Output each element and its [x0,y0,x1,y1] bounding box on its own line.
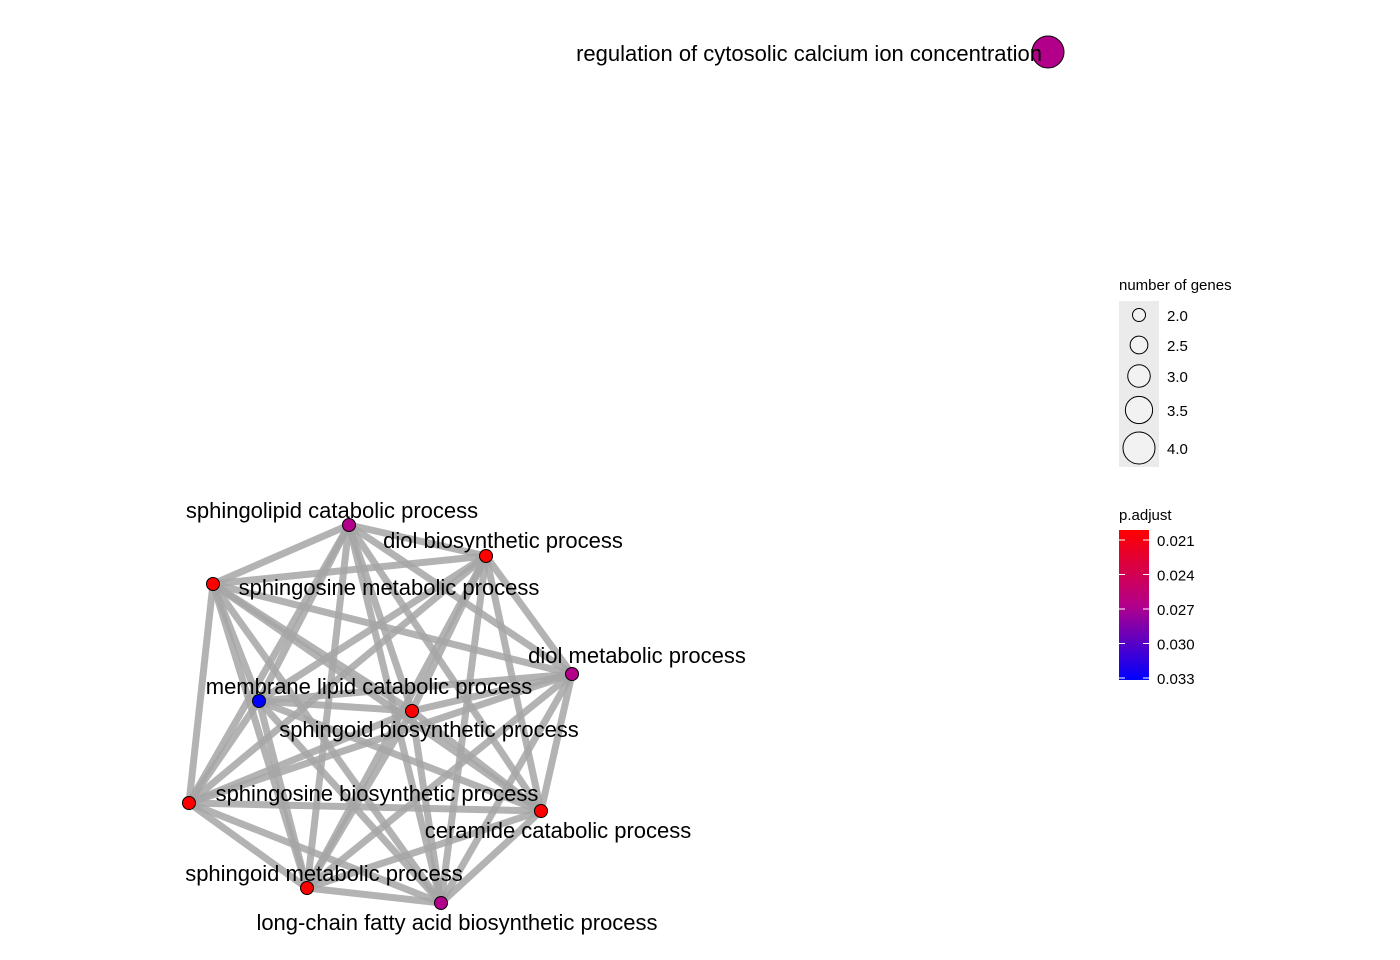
size-legend-title: number of genes [1119,277,1232,294]
node-dmp [565,667,579,681]
node-rcci [1031,35,1065,69]
size-legend-label-2: 3.0 [1167,369,1188,386]
edge-smp-dmp [212,580,573,678]
edge-sbp-sbsp [187,707,414,807]
node-label-ccp: ceramide catabolic process [425,818,692,843]
edge-dmp-mlcp [258,670,573,705]
edge-mlcp-sgmp [255,700,311,889]
edge-slcp-dbp [348,521,487,560]
node-sbsp [182,796,196,810]
edge-dbp-dmp [483,553,575,677]
edge-sbsp-sgmp [186,800,310,891]
edge-dmp-sbsp [187,670,574,807]
node-sbp [405,704,419,718]
size-legend-key-0 [1132,308,1146,322]
color-legend-bar [1119,530,1149,680]
size-legend: number of genes 2.0 2.5 3.0 3.5 4.0 [1119,277,1232,467]
color-legend: p.adjust 0.021 0.024 0.027 0.030 0.033 [1119,507,1195,688]
edge-dbp-smp [212,552,487,588]
edge-mlcp-ccp [257,697,543,815]
edge-dmp-ccp [537,673,576,812]
node-lcfa [434,896,448,910]
node-label-sbsp: sphingosine biosynthetic process [216,781,539,806]
size-legend-key-4 [1122,431,1156,465]
edge-smp-ccp [211,581,543,814]
node-label-rcci: regulation of cytosolic calcium ion conc… [576,41,1042,66]
color-legend-label-2: 0.027 [1157,602,1195,619]
node-sgmp [300,881,314,895]
node-smp [206,577,220,591]
node-slcp [342,518,356,532]
node-ccp [534,804,548,818]
node-label-sbp: sphingoid biosynthetic process [279,717,579,742]
node-label-smp: sphingosine metabolic process [239,575,540,600]
edge-mlcp-sbsp [186,699,262,805]
size-legend-key-2 [1127,364,1151,388]
edge-slcp-smp [211,521,351,588]
color-legend-label-4: 0.033 [1157,671,1195,688]
size-legend-key-1 [1129,335,1149,355]
color-legend-title: p.adjust [1119,507,1172,524]
edge-mlcp-sbp [258,697,413,715]
edge-dbp-lcfa [437,555,490,904]
edge-dbp-mlcp [257,553,488,704]
color-legend-label-3: 0.030 [1157,637,1195,654]
size-legend-key-3 [1124,395,1154,425]
size-legend-label-3: 3.5 [1167,403,1188,420]
node-label-mlcp: membrane lipid catabolic process [206,674,533,699]
edge-ccp-lcfa [438,808,544,906]
node-dbp [479,549,493,563]
node-label-sgmp: sphingoid metabolic process [185,861,463,886]
network-edges [185,521,576,907]
edge-slcp-ccp [346,523,544,813]
node-label-slcp: sphingolipid catabolic process [186,498,478,523]
edge-sbp-ccp [409,708,544,814]
edge-dbp-sbsp [186,553,489,806]
edge-dmp-sgmp [304,671,575,891]
edge-sgmp-lcfa [306,884,442,907]
node-mlcp [252,694,266,708]
node-label-dbp: diol biosynthetic process [383,528,623,553]
edge-sbsp-ccp [188,799,542,815]
network-nodes [182,35,1065,910]
edge-ccp-sgmp [305,807,543,892]
edge-smp-sbsp [185,583,217,804]
color-legend-label-0: 0.021 [1157,533,1195,550]
color-legend-label-1: 0.024 [1157,568,1195,585]
network-labels: regulation of cytosolic calcium ion conc… [185,41,1042,935]
node-label-lcfa: long-chain fatty acid biosynthetic proce… [256,910,657,935]
size-legend-label-0: 2.0 [1167,308,1188,325]
edge-dbp-ccp [482,555,545,812]
edge-mlcp-lcfa [256,698,444,906]
size-legend-label-4: 4.0 [1167,441,1188,458]
node-label-dmp: diol metabolic process [528,643,746,668]
edge-sbsp-lcfa [187,799,443,907]
size-legend-label-1: 2.5 [1167,338,1188,355]
